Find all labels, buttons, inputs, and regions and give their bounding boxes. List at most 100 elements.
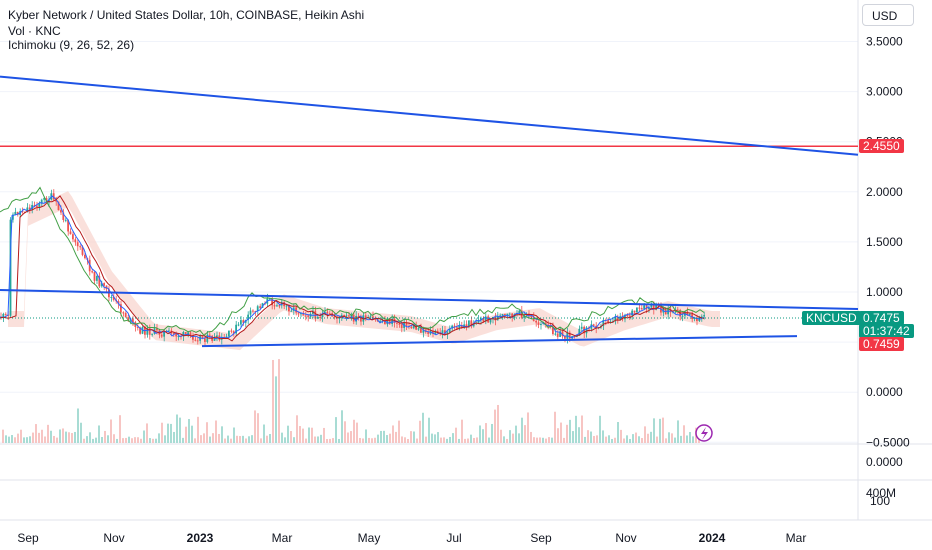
candle-body [460, 325, 463, 328]
candle-body [273, 305, 276, 307]
volume-bar [206, 422, 208, 443]
volume-bar [41, 429, 43, 443]
candle-body [688, 313, 691, 316]
volume-bar [419, 420, 421, 443]
candle-body [564, 336, 566, 339]
candle-body [616, 316, 619, 320]
volume-bar [386, 435, 388, 443]
volume-bar [662, 417, 664, 443]
candle-body [14, 211, 17, 215]
volume-bar [338, 438, 340, 443]
currency-button[interactable]: USD [862, 4, 914, 26]
candle-body [295, 307, 297, 313]
volume-bar [212, 433, 214, 443]
candle-body [160, 334, 163, 337]
volume-bar [485, 423, 487, 443]
candle-body [228, 330, 230, 337]
last-price-tag: 0.7475 [859, 311, 904, 325]
volume-bar [344, 421, 346, 443]
candle-body [182, 332, 185, 337]
chart-title: Kyber Network / United States Dollar, 10… [8, 8, 365, 22]
volume-bar [503, 436, 505, 443]
volume-bar [269, 434, 271, 443]
volume-bar [428, 417, 430, 443]
volume-bar [77, 408, 79, 443]
candle-body [391, 318, 393, 324]
volume-bar [389, 433, 391, 443]
candle-body [648, 307, 650, 310]
candle-body [136, 326, 139, 328]
candle-body [360, 317, 362, 322]
volume-bar [227, 435, 229, 443]
candle-body [302, 313, 305, 316]
candle-body [124, 312, 127, 318]
candle-body [631, 310, 633, 316]
volume-bar [617, 422, 619, 443]
y-tick-label: −0.5000 [866, 435, 910, 449]
candle-body [134, 322, 137, 327]
volume-bar [530, 431, 532, 443]
volume-bar [656, 436, 658, 443]
trendline-channel-bottom [201, 335, 798, 348]
candle-body [369, 316, 372, 318]
candle-body [676, 309, 679, 311]
volume-bar [89, 432, 91, 443]
volume-bar [557, 428, 559, 443]
candle-body [127, 317, 129, 321]
candle-body [489, 318, 492, 323]
volume-bar [47, 424, 49, 443]
volume-bar [683, 425, 685, 443]
volume-bar [83, 438, 85, 443]
volume-bar [689, 431, 691, 443]
volume-bar [383, 430, 385, 443]
volume-bar [44, 436, 46, 443]
volume-bar [134, 437, 136, 443]
volume-bar [542, 437, 544, 443]
volume-bar [512, 433, 514, 443]
volume-bar [362, 438, 364, 443]
volume-bar [596, 435, 598, 443]
volume-bar [401, 436, 403, 443]
volume-bar [416, 438, 418, 443]
volume-bar [554, 411, 556, 443]
candle-body [592, 324, 595, 326]
candle-body [81, 246, 84, 255]
volume-bar [26, 437, 28, 443]
x-tick-label: Sep [17, 531, 39, 545]
volume-bar [356, 422, 358, 443]
candle-body [110, 296, 113, 298]
candle-body [98, 276, 101, 287]
candle-body [314, 310, 317, 319]
volume-bar [563, 437, 565, 443]
volume-bar [443, 437, 445, 443]
candle-body [112, 296, 115, 300]
candle-body [247, 314, 249, 320]
candle-body [96, 276, 98, 281]
volume-bar [56, 437, 58, 443]
volume-bar [254, 410, 256, 443]
volume-bar [266, 435, 268, 443]
volume-bar [359, 437, 361, 443]
candle-body [177, 336, 180, 338]
volume-bar [215, 420, 217, 443]
volume-bar [482, 429, 484, 443]
volume-bar [566, 424, 568, 443]
candle-body [91, 271, 93, 273]
volume-bar [644, 426, 646, 443]
volume-bar [353, 419, 355, 443]
volume-bar [113, 434, 115, 443]
volume-bar [131, 438, 133, 443]
volume-bar [473, 437, 475, 443]
volume-bar [137, 437, 139, 443]
volume-bar [587, 430, 589, 443]
volume-bar [146, 423, 148, 443]
volume-bar [191, 425, 193, 443]
volume-bar [413, 431, 415, 443]
volume-bar [533, 437, 535, 443]
candle-body [192, 335, 194, 340]
x-tick-label: Jul [446, 531, 461, 545]
y-tick-label: 3.5000 [866, 35, 903, 49]
candle-body [628, 315, 631, 317]
volume-bar [500, 429, 502, 443]
